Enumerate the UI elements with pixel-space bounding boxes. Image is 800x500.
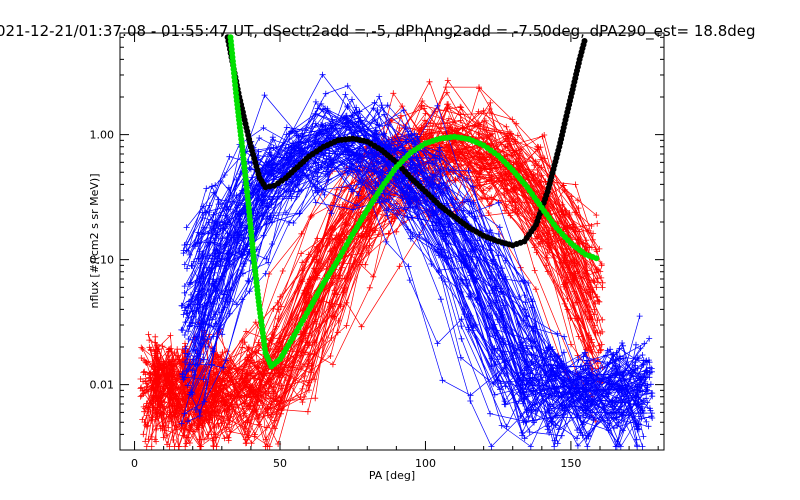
blue-trace-line bbox=[197, 165, 647, 414]
blue-trace-markers bbox=[182, 93, 646, 414]
blue-trace-line bbox=[197, 113, 639, 448]
blue-trace-line bbox=[185, 95, 643, 411]
blue-trace-line bbox=[188, 150, 647, 403]
blue-trace-line bbox=[197, 106, 643, 417]
blue-trace-line bbox=[198, 133, 648, 402]
fit-point bbox=[593, 255, 600, 262]
y-tick-label: 0.01 bbox=[90, 379, 115, 392]
blue-trace bbox=[185, 148, 649, 405]
blue-trace-line bbox=[185, 124, 645, 414]
blue-trace-line bbox=[183, 146, 643, 447]
fit-point bbox=[266, 183, 273, 190]
red-trace bbox=[141, 106, 595, 450]
x-tick-label: 100 bbox=[415, 457, 436, 470]
blue-trace-line bbox=[189, 188, 639, 429]
blue-trace-line bbox=[187, 136, 647, 448]
x-tick-label: 0 bbox=[131, 457, 138, 470]
blue-trace-line bbox=[192, 139, 652, 438]
y-axis-label: nflux [#/(cm2 s sr MeV)] bbox=[88, 174, 101, 309]
blue-trace bbox=[182, 93, 646, 414]
y-tick-label: 0.10 bbox=[90, 254, 115, 267]
axes-group: 0 50 100 150 0.01 0.10 1.00 bbox=[90, 33, 664, 470]
fit-point bbox=[581, 38, 588, 44]
blue-trace-markers bbox=[180, 144, 646, 450]
plot-frame bbox=[119, 32, 665, 451]
x-tick-label: 50 bbox=[273, 457, 287, 470]
x-tick-label: 150 bbox=[560, 457, 581, 470]
fit-series-green bbox=[227, 34, 600, 370]
fit-curves-group bbox=[224, 34, 600, 370]
y-tick-label: 1.00 bbox=[90, 129, 115, 142]
blue-trace-markers bbox=[185, 127, 641, 439]
blue-trace bbox=[180, 144, 646, 450]
chart-title: 021-12-21/01:37:08 - 01:55:47 UT, dSectr… bbox=[0, 22, 756, 41]
x-axis-label: PA [deg] bbox=[369, 469, 415, 482]
blue-trace-line bbox=[192, 139, 650, 409]
blue-trace-line bbox=[187, 94, 644, 437]
blue-trace-line bbox=[195, 126, 650, 446]
blue-trace-markers bbox=[190, 71, 650, 431]
